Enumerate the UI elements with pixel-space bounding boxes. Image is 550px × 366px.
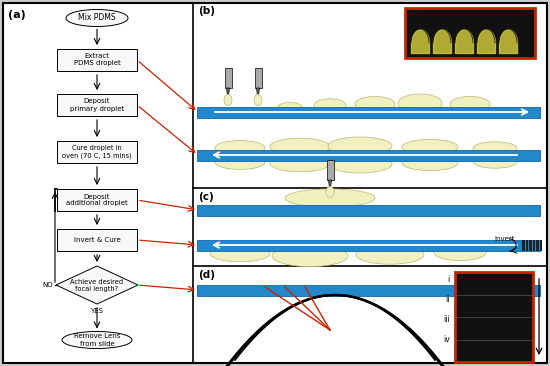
Text: Deposit
primary droplet: Deposit primary droplet (70, 98, 124, 112)
Bar (540, 239, 542, 250)
Text: YES: YES (91, 308, 103, 314)
Text: Extract
PDMS droplet: Extract PDMS droplet (74, 53, 120, 67)
Ellipse shape (402, 139, 458, 155)
Text: Cure droplet in
oven (70 C, 15 mins): Cure droplet in oven (70 C, 15 mins) (62, 145, 132, 159)
Text: (d): (d) (198, 270, 215, 280)
Bar (57, 141, 137, 163)
Ellipse shape (434, 245, 486, 261)
Ellipse shape (328, 137, 392, 155)
Ellipse shape (270, 138, 330, 155)
Ellipse shape (66, 10, 128, 26)
Polygon shape (256, 88, 260, 96)
Polygon shape (56, 266, 138, 304)
Ellipse shape (326, 187, 334, 198)
Ellipse shape (402, 155, 458, 171)
Bar (224, 68, 232, 88)
Text: (a): (a) (8, 10, 26, 20)
Bar (536, 239, 538, 250)
Text: i: i (448, 274, 450, 284)
Bar (255, 68, 261, 88)
Polygon shape (328, 180, 332, 188)
Ellipse shape (356, 245, 424, 264)
Text: Invert & Cure: Invert & Cure (74, 237, 120, 243)
Text: iv: iv (443, 335, 450, 344)
Ellipse shape (285, 189, 375, 207)
Ellipse shape (355, 96, 395, 112)
Ellipse shape (473, 142, 517, 155)
Bar (529, 239, 531, 250)
Bar (197, 284, 540, 295)
Bar (197, 149, 540, 161)
Bar (57, 49, 137, 71)
Bar (525, 239, 528, 250)
Bar (197, 107, 540, 117)
Ellipse shape (398, 94, 442, 112)
Ellipse shape (215, 155, 265, 169)
Bar (57, 189, 137, 211)
Bar (57, 229, 137, 251)
Text: (b): (b) (198, 6, 215, 16)
Bar (327, 160, 333, 180)
Bar (57, 94, 137, 116)
Text: Invert: Invert (495, 236, 515, 242)
Bar (197, 239, 540, 250)
Ellipse shape (215, 141, 265, 155)
Text: Deposit
additional droplet: Deposit additional droplet (66, 194, 128, 206)
Text: Achieve desired
focal length?: Achieve desired focal length? (70, 279, 124, 291)
Ellipse shape (254, 94, 262, 105)
Bar (405, 8, 535, 58)
Bar (532, 239, 535, 250)
Text: (c): (c) (198, 192, 214, 202)
Ellipse shape (270, 155, 330, 172)
Text: ii: ii (446, 295, 450, 303)
Ellipse shape (210, 245, 270, 262)
Text: Mix PDMS: Mix PDMS (78, 14, 116, 22)
Bar (522, 239, 525, 250)
Text: Remove Lens
from slide: Remove Lens from slide (74, 333, 120, 347)
Ellipse shape (272, 245, 348, 266)
Ellipse shape (473, 155, 517, 168)
Polygon shape (227, 88, 229, 96)
Bar (455, 272, 533, 362)
Ellipse shape (314, 99, 346, 112)
Bar (197, 205, 540, 216)
Ellipse shape (278, 102, 302, 112)
Ellipse shape (224, 94, 232, 105)
Ellipse shape (450, 96, 490, 112)
Text: NO: NO (42, 282, 53, 288)
Text: iii: iii (443, 314, 450, 324)
Ellipse shape (62, 332, 132, 348)
Ellipse shape (328, 155, 392, 173)
